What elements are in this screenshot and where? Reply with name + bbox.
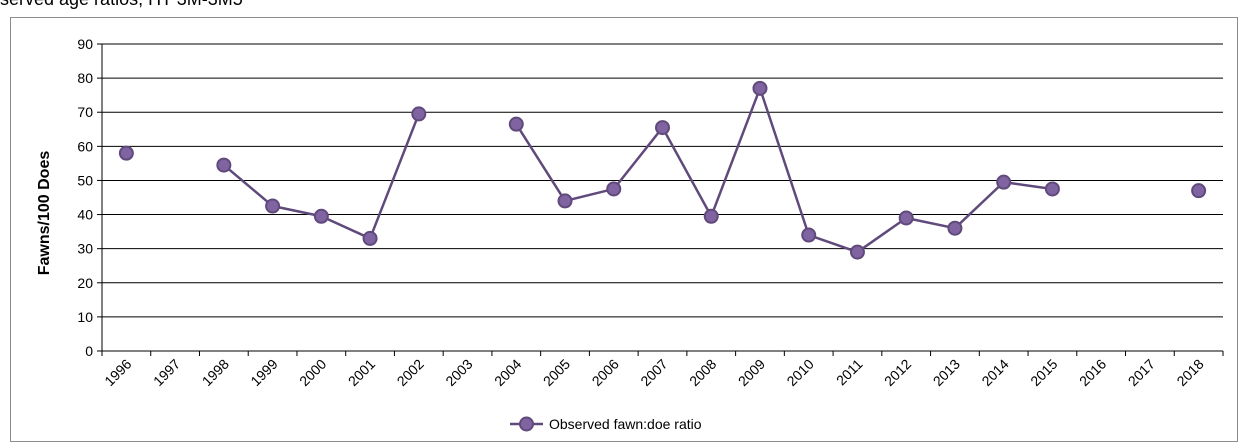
- x-tick-label: 2013: [930, 356, 963, 389]
- x-tick-label: 1997: [150, 356, 183, 389]
- data-point: [752, 80, 768, 96]
- y-axis-label: Fawns/100 Does: [36, 151, 53, 276]
- data-point: [947, 220, 963, 236]
- x-tick-label: 2017: [1125, 356, 1158, 389]
- y-tick-label: 40: [77, 207, 93, 223]
- grid-layer: [102, 43, 1223, 318]
- top-caption: served age ratios, HT 3M-3M5: [0, 0, 243, 12]
- x-tick-label: 2016: [1076, 356, 1109, 389]
- x-tick-label: 2012: [881, 356, 914, 389]
- data-point: [655, 120, 670, 136]
- y-tick-label: 50: [77, 172, 93, 188]
- data-point: [508, 116, 524, 132]
- x-tick-label: 2006: [589, 356, 622, 389]
- x-tick-label: 2000: [296, 356, 329, 389]
- legend: Observed fawn:doe ratio: [510, 416, 702, 432]
- data-point: [557, 193, 573, 209]
- axis-layer: 0 10 20 30 40 50 60 70 80 90 1996 1997 1998 1999 2000 2…: [77, 36, 1224, 389]
- series-layer: [118, 80, 1207, 260]
- data-point: [1044, 181, 1060, 197]
- x-tick-label: 2009: [735, 356, 768, 389]
- y-tick-label: 0: [85, 343, 93, 359]
- x-tick-label: 2004: [491, 356, 524, 389]
- data-point: [606, 181, 622, 197]
- y-tick-label: 30: [77, 241, 93, 257]
- x-tick-label: 2002: [394, 356, 427, 389]
- data-point: [362, 230, 378, 246]
- x-tick-label: 2008: [686, 356, 719, 389]
- x-tick-label: 2003: [442, 356, 475, 389]
- data-point: [1191, 183, 1207, 199]
- x-tick-label: 2010: [783, 356, 816, 389]
- data-point: [118, 145, 134, 161]
- x-tick-label: 2001: [345, 356, 378, 389]
- y-tick-label: 80: [77, 70, 93, 86]
- x-tick-label: 2005: [540, 356, 573, 389]
- x-tick-label: 1996: [101, 356, 134, 389]
- x-tick-label: 2018: [1173, 356, 1206, 389]
- data-point: [313, 208, 329, 224]
- series-line: [515, 87, 1053, 254]
- x-tick-label: 1999: [247, 356, 280, 389]
- y-tick-label: 70: [77, 104, 93, 120]
- x-tick-label: 1998: [199, 356, 232, 389]
- x-tick-label: 2011: [833, 356, 866, 389]
- data-point: [216, 157, 232, 173]
- y-tick-label: 20: [77, 275, 93, 291]
- chart-frame: [10, 17, 1238, 442]
- data-point: [411, 106, 427, 122]
- data-point: [996, 174, 1012, 190]
- data-point: [898, 210, 914, 226]
- y-tick-label: 10: [77, 309, 93, 325]
- data-point: [265, 198, 281, 214]
- y-tick-label: 90: [77, 36, 93, 52]
- data-point: [849, 244, 865, 260]
- x-tick-label: 2007: [637, 356, 670, 389]
- data-point: [703, 208, 719, 224]
- legend-label: Observed fawn:doe ratio: [549, 416, 702, 432]
- legend-marker-swatch: [519, 416, 534, 432]
- data-point: [801, 227, 817, 243]
- x-tick-label: 2014: [978, 356, 1011, 389]
- x-tick-label: 2015: [1027, 356, 1060, 389]
- y-tick-label: 60: [77, 138, 93, 154]
